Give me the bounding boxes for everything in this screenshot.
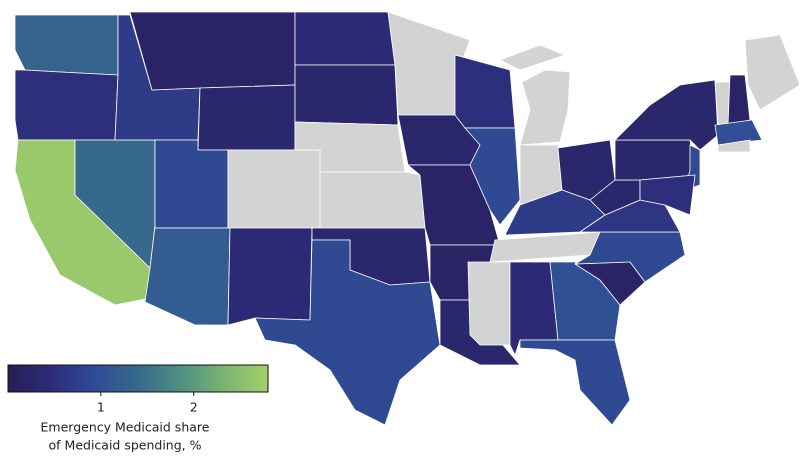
state (714, 119, 763, 146)
state (227, 227, 313, 326)
state (614, 79, 719, 151)
state (154, 139, 229, 229)
state-layer (14, 11, 801, 426)
state (294, 11, 396, 66)
state (129, 11, 296, 91)
state (454, 54, 516, 129)
state (714, 81, 731, 126)
state (14, 14, 119, 76)
state (294, 64, 399, 126)
state (614, 139, 696, 181)
state (144, 225, 231, 326)
state (717, 139, 751, 153)
legend: Emergency Medicaid share of Medicaid spe… (7, 364, 269, 453)
state (14, 69, 119, 141)
state (499, 44, 571, 146)
state (467, 261, 511, 346)
state (639, 174, 696, 216)
colorbar (7, 364, 269, 393)
colorbar-tick-label: 1 (97, 400, 105, 415)
state (519, 339, 631, 426)
legend-title: of Medicaid spending, % (49, 438, 202, 453)
colorbar-tick-label: 2 (190, 400, 198, 415)
state (197, 84, 296, 151)
state (744, 34, 801, 111)
state (489, 231, 601, 263)
state (254, 239, 441, 426)
state (464, 127, 521, 226)
state (227, 149, 321, 229)
state (727, 74, 751, 126)
legend-title: Emergency Medicaid share (41, 420, 210, 435)
state (319, 171, 426, 229)
